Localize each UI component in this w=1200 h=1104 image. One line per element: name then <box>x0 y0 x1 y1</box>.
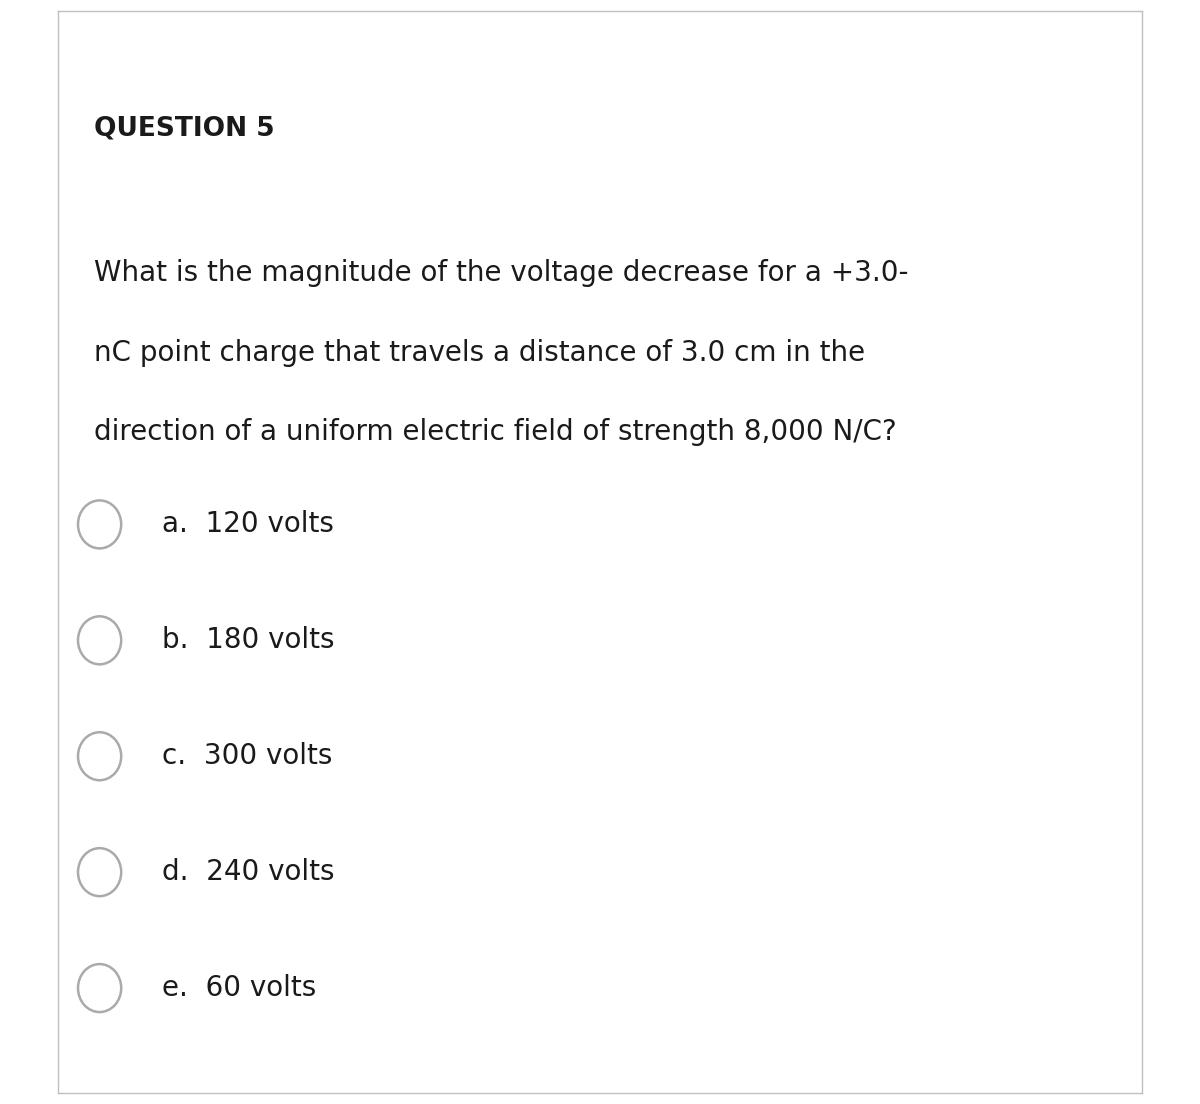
Text: What is the magnitude of the voltage decrease for a +3.0-: What is the magnitude of the voltage dec… <box>94 259 908 287</box>
Ellipse shape <box>78 732 121 781</box>
Text: c.  300 volts: c. 300 volts <box>162 742 332 771</box>
Text: QUESTION 5: QUESTION 5 <box>94 116 275 142</box>
Text: direction of a uniform electric field of strength 8,000 N/C?: direction of a uniform electric field of… <box>94 418 896 446</box>
Ellipse shape <box>78 616 121 665</box>
Text: nC point charge that travels a distance of 3.0 cm in the: nC point charge that travels a distance … <box>94 339 865 367</box>
Text: e.  60 volts: e. 60 volts <box>162 974 317 1002</box>
Text: a.  120 volts: a. 120 volts <box>162 510 334 539</box>
Ellipse shape <box>78 964 121 1012</box>
Ellipse shape <box>78 500 121 549</box>
Text: d.  240 volts: d. 240 volts <box>162 858 335 887</box>
Ellipse shape <box>78 848 121 896</box>
Text: b.  180 volts: b. 180 volts <box>162 626 335 655</box>
